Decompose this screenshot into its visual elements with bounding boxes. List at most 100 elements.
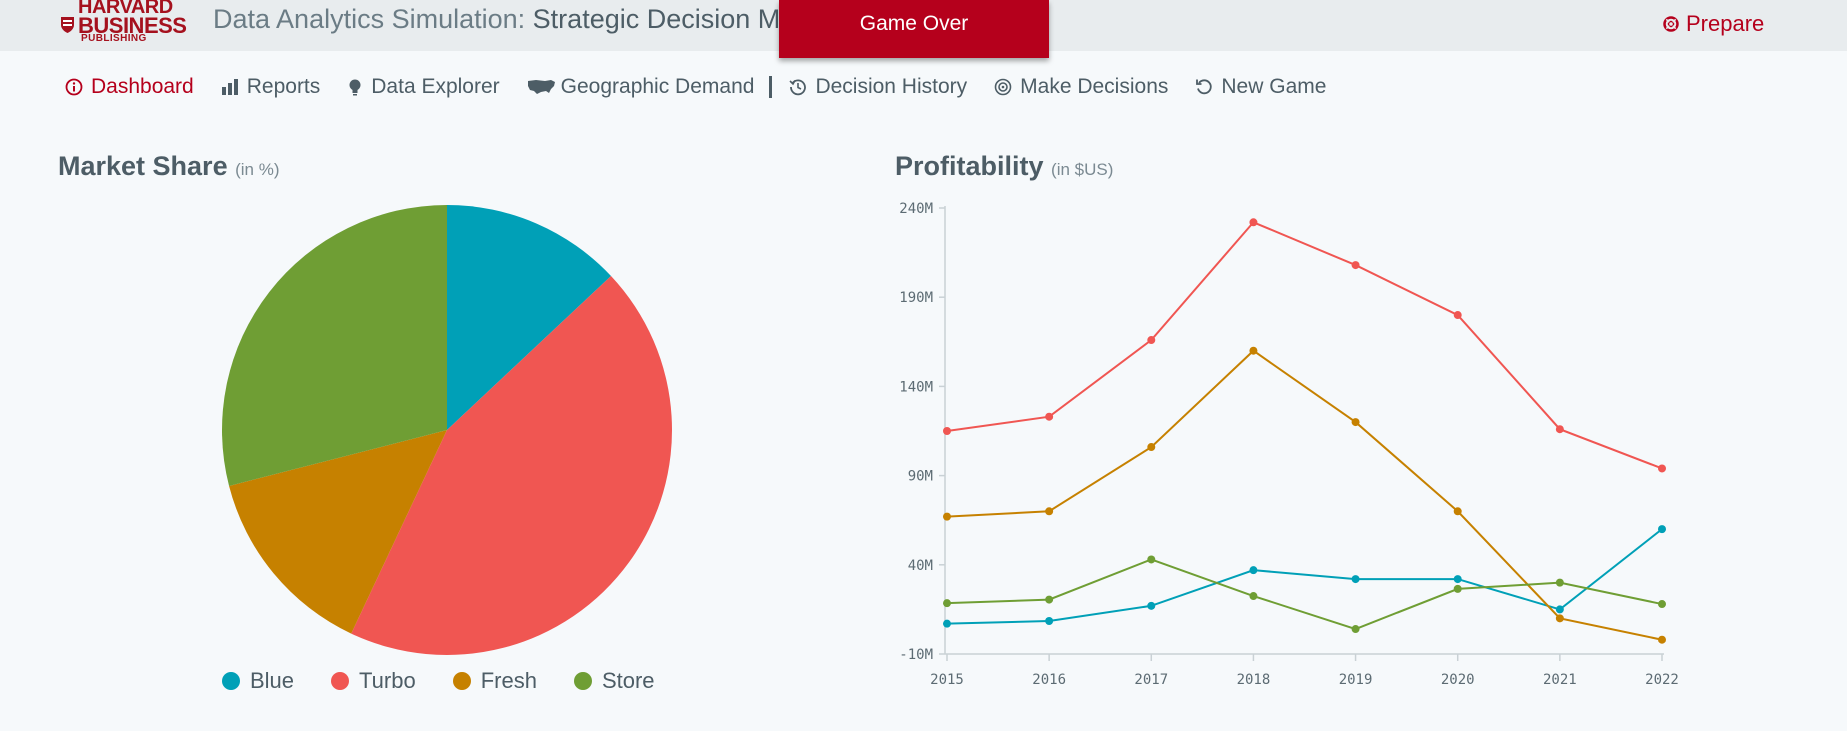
pie-slice-fresh[interactable] (229, 430, 447, 634)
market-share-unit: (in %) (235, 160, 280, 179)
nav-decision-history-label: Decision History (815, 75, 968, 98)
profitability-unit: (in $US) (1051, 160, 1114, 179)
nav-decision-history[interactable]: Decision History (789, 75, 967, 99)
data-point-store[interactable] (1351, 625, 1360, 634)
legend-dot-store (573, 672, 592, 690)
y-tick-label: 90M (908, 469, 933, 485)
legend-item-fresh[interactable]: Fresh (452, 668, 537, 694)
x-tick-label: 2021 (1543, 672, 1577, 688)
market-share-legend: Blue Turbo Fresh Store (222, 668, 692, 694)
legend-label-fresh: Fresh (480, 668, 537, 693)
nav-make-decisions[interactable]: Make Decisions (994, 75, 1168, 99)
data-point-blue[interactable] (1147, 601, 1156, 610)
prepare-label: Prepare (1686, 11, 1765, 36)
market-share-title-text: Market Share (58, 151, 228, 181)
lifebuoy-icon (1663, 16, 1679, 32)
bar-chart-icon (221, 79, 238, 95)
nav-make-decisions-label: Make Decisions (1020, 75, 1169, 98)
app-title-prefix: Data Analytics Simulation: (213, 4, 526, 34)
legend-dot-fresh (452, 672, 471, 690)
y-tick-label: 40M (908, 558, 933, 574)
data-point-fresh[interactable] (1555, 614, 1564, 623)
series-line-blue (946, 528, 1663, 625)
x-tick-label: 2019 (1339, 672, 1373, 688)
series-line-fresh (946, 349, 1663, 641)
data-point-turbo[interactable] (1453, 311, 1462, 320)
legend-label-turbo: Turbo (359, 668, 416, 693)
data-point-store[interactable] (1555, 578, 1564, 587)
history-icon (789, 79, 807, 96)
nav-dashboard-label: Dashboard (91, 75, 194, 98)
undo-icon (1196, 79, 1213, 95)
legend-item-store[interactable]: Store (573, 668, 655, 694)
market-share-title: Market Share (in %) (58, 151, 280, 182)
x-tick-label: 2018 (1237, 672, 1271, 688)
pie-slice-blue[interactable] (447, 205, 612, 430)
data-point-turbo[interactable] (1351, 261, 1360, 270)
legend-dot-turbo (331, 672, 350, 690)
nav-new-game[interactable]: New Game (1195, 75, 1326, 99)
data-point-blue[interactable] (1045, 616, 1054, 625)
data-point-blue[interactable] (1249, 566, 1258, 575)
legend-label-blue: Blue (250, 668, 295, 693)
us-map-icon (527, 80, 555, 94)
legend-item-blue[interactable]: Blue (222, 668, 294, 694)
data-point-blue[interactable] (1351, 575, 1360, 584)
target-icon (994, 78, 1012, 96)
nav-data-explorer[interactable]: Data Explorer (347, 75, 500, 99)
data-point-fresh[interactable] (1351, 418, 1360, 427)
data-point-fresh[interactable] (943, 512, 951, 521)
data-point-blue[interactable] (1453, 575, 1462, 584)
data-point-blue[interactable] (943, 619, 951, 628)
data-point-turbo[interactable] (943, 427, 951, 435)
data-point-fresh[interactable] (1453, 507, 1462, 516)
series-line-store (946, 558, 1663, 631)
profitability-title-text: Profitability (895, 151, 1044, 181)
nav-reports[interactable]: Reports (221, 75, 320, 99)
nav-dashboard[interactable]: Dashboard (65, 75, 194, 99)
shield-icon (61, 17, 74, 33)
data-point-store[interactable] (1045, 595, 1054, 604)
profitability-line-chart: -10M 40M 90M 140M 190M 240M 2015 2016 2017 2018 20… (899, 201, 1679, 688)
game-over-banner: Game Over (779, 0, 1049, 58)
app-title-main: Strategic Decision Ma (532, 4, 796, 34)
y-tick-label: -10M (899, 647, 933, 663)
hbp-logo: HARVARD BUSINESS PUBLISHING (60, 0, 190, 46)
data-point-fresh[interactable] (1658, 635, 1666, 644)
pie-slice-store[interactable] (222, 205, 447, 486)
main-nav: Dashboard Reports Data Explorer Geograph… (65, 72, 1353, 102)
data-point-turbo[interactable] (1147, 336, 1156, 345)
logo-line-3: PUBLISHING (81, 33, 147, 44)
nav-geographic-demand[interactable]: Geographic Demand (527, 75, 755, 99)
y-tick-label: 240M (899, 201, 933, 217)
info-circle-icon (65, 78, 83, 96)
data-point-blue[interactable] (1555, 605, 1564, 614)
data-point-fresh[interactable] (1249, 346, 1258, 355)
x-tick-label: 2020 (1441, 672, 1475, 688)
logo-line-1: HARVARD (78, 0, 173, 18)
data-point-store[interactable] (1453, 584, 1462, 593)
x-tick-label: 2016 (1032, 672, 1066, 688)
lightbulb-icon (349, 79, 361, 96)
legend-label-store: Store (601, 668, 655, 693)
prepare-link[interactable]: Prepare (1663, 11, 1764, 37)
data-point-turbo[interactable] (1249, 218, 1258, 227)
legend-item-turbo[interactable]: Turbo (331, 668, 416, 694)
data-point-store[interactable] (1249, 592, 1258, 601)
market-share-pie-chart (222, 205, 673, 655)
data-point-store[interactable] (943, 599, 951, 608)
data-point-turbo[interactable] (1555, 425, 1564, 434)
data-point-fresh[interactable] (1045, 507, 1054, 516)
nav-data-explorer-label: Data Explorer (371, 75, 500, 98)
data-point-store[interactable] (1147, 555, 1156, 564)
data-point-turbo[interactable] (1658, 464, 1666, 473)
nav-geographic-demand-label: Geographic Demand (560, 75, 755, 98)
data-point-turbo[interactable] (1045, 412, 1054, 421)
data-point-fresh[interactable] (1147, 443, 1156, 452)
data-point-blue[interactable] (1658, 525, 1666, 534)
data-point-store[interactable] (1658, 600, 1666, 609)
nav-new-game-label: New Game (1221, 75, 1327, 98)
pie-slice-turbo[interactable] (351, 275, 673, 655)
x-tick-label: 2017 (1134, 672, 1168, 688)
legend-dot-blue (222, 672, 240, 690)
